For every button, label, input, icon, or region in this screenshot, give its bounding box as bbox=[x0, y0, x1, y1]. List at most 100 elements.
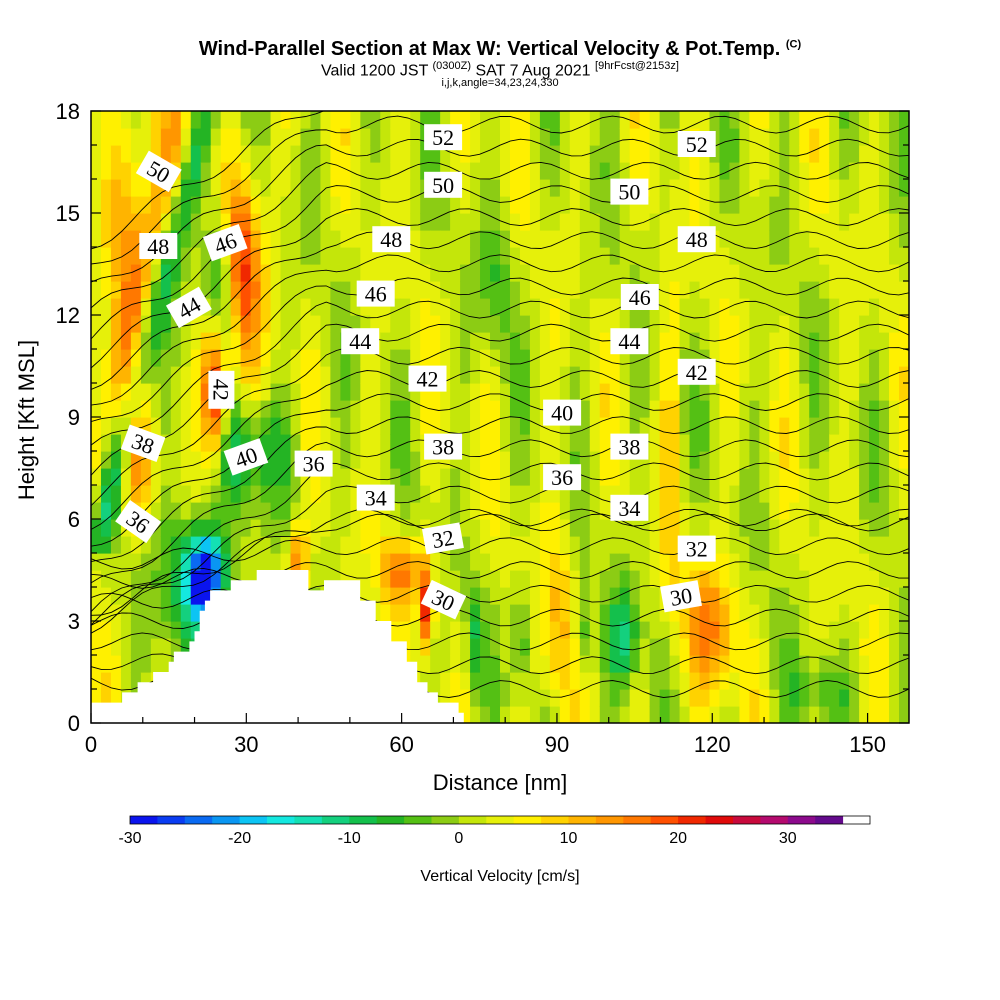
velocity-cell bbox=[110, 366, 122, 384]
velocity-cell bbox=[410, 196, 421, 214]
velocity-cell bbox=[390, 434, 401, 452]
velocity-cell bbox=[110, 111, 122, 129]
velocity-cell bbox=[819, 655, 830, 673]
velocity-cell bbox=[519, 332, 531, 350]
velocity-cell bbox=[91, 247, 102, 265]
velocity-cell bbox=[130, 621, 142, 639]
velocity-cell bbox=[500, 621, 511, 639]
velocity-cell bbox=[240, 349, 252, 367]
isentrope-line bbox=[91, 300, 909, 446]
velocity-cell bbox=[809, 468, 820, 486]
velocity-cell bbox=[889, 604, 900, 622]
velocity-cell bbox=[639, 536, 651, 554]
velocity-cell bbox=[140, 383, 152, 401]
velocity-cell bbox=[749, 570, 760, 588]
velocity-cell bbox=[689, 332, 701, 350]
contour-label-box bbox=[115, 500, 162, 544]
velocity-cell bbox=[300, 349, 312, 367]
velocity-cell bbox=[849, 604, 860, 622]
velocity-cell bbox=[480, 706, 491, 723]
velocity-cell bbox=[370, 162, 381, 180]
velocity-cell bbox=[569, 621, 581, 639]
velocity-cell bbox=[799, 621, 810, 639]
velocity-cell bbox=[579, 264, 591, 282]
velocity-cell bbox=[460, 383, 471, 401]
velocity-cell bbox=[330, 247, 341, 265]
velocity-cell bbox=[460, 468, 471, 486]
velocity-cell bbox=[320, 247, 332, 265]
velocity-cell bbox=[749, 468, 760, 486]
velocity-cell bbox=[420, 264, 431, 282]
velocity-cell bbox=[819, 417, 830, 435]
velocity-cell bbox=[110, 383, 122, 401]
velocity-cell bbox=[709, 247, 721, 265]
velocity-cell bbox=[190, 247, 202, 265]
colorbar-swatch bbox=[431, 816, 460, 824]
velocity-cell bbox=[569, 128, 581, 146]
velocity-cell bbox=[899, 570, 909, 588]
contour-label-text: 34 bbox=[618, 496, 640, 521]
velocity-cell bbox=[799, 230, 810, 248]
velocity-cell bbox=[360, 179, 371, 197]
velocity-cell bbox=[699, 434, 711, 452]
velocity-cell bbox=[709, 604, 721, 622]
velocity-cell bbox=[559, 264, 571, 282]
velocity-cell bbox=[450, 196, 461, 214]
velocity-cell bbox=[350, 502, 361, 520]
velocity-cell bbox=[470, 247, 481, 265]
velocity-cell bbox=[320, 485, 332, 503]
velocity-cell bbox=[899, 502, 909, 520]
velocity-cell bbox=[290, 434, 302, 452]
contour-label: 46 bbox=[202, 223, 248, 262]
velocity-cell bbox=[509, 672, 521, 690]
velocity-cell bbox=[839, 451, 850, 469]
velocity-cell bbox=[340, 162, 351, 180]
velocity-cell bbox=[240, 213, 252, 231]
velocity-cell bbox=[649, 655, 661, 673]
velocity-cell bbox=[220, 417, 232, 435]
velocity-cell bbox=[869, 604, 880, 622]
velocity-cell bbox=[679, 638, 691, 656]
velocity-cell bbox=[110, 604, 122, 622]
velocity-cell bbox=[500, 536, 511, 554]
velocity-cell bbox=[529, 366, 541, 384]
velocity-cell bbox=[460, 247, 471, 265]
velocity-cell bbox=[669, 689, 681, 707]
velocity-cell bbox=[100, 638, 112, 656]
velocity-cell bbox=[340, 553, 351, 571]
velocity-cell bbox=[430, 502, 441, 520]
velocity-cell bbox=[579, 672, 591, 690]
velocity-cell bbox=[819, 570, 830, 588]
velocity-cell bbox=[290, 281, 302, 299]
velocity-cell bbox=[589, 264, 601, 282]
velocity-cell bbox=[659, 553, 671, 571]
contour-label: 52 bbox=[677, 131, 716, 157]
velocity-cell bbox=[659, 451, 671, 469]
velocity-cell bbox=[639, 196, 651, 214]
velocity-cell bbox=[91, 536, 102, 554]
velocity-cell bbox=[839, 281, 850, 299]
velocity-cell bbox=[829, 111, 840, 129]
velocity-cell bbox=[390, 417, 401, 435]
velocity-cell bbox=[430, 315, 441, 333]
velocity-cell bbox=[480, 468, 491, 486]
velocity-cell bbox=[270, 485, 282, 503]
velocity-cell bbox=[91, 502, 102, 520]
velocity-cell bbox=[400, 196, 411, 214]
velocity-cell bbox=[719, 706, 731, 723]
velocity-cell bbox=[769, 315, 780, 333]
utc-time: (0300Z) bbox=[432, 60, 472, 72]
velocity-cell bbox=[759, 298, 770, 316]
velocity-cell bbox=[130, 332, 142, 350]
velocity-cell bbox=[390, 162, 401, 180]
velocity-cell bbox=[300, 332, 312, 350]
velocity-cell bbox=[709, 553, 721, 571]
velocity-cell bbox=[460, 519, 471, 537]
velocity-cell bbox=[659, 621, 671, 639]
isentrope-line bbox=[91, 111, 325, 250]
velocity-cell bbox=[210, 162, 222, 180]
colorbar-tick-label: 20 bbox=[669, 830, 687, 847]
velocity-cell bbox=[539, 366, 551, 384]
velocity-cell bbox=[140, 366, 152, 384]
velocity-cell bbox=[220, 281, 232, 299]
